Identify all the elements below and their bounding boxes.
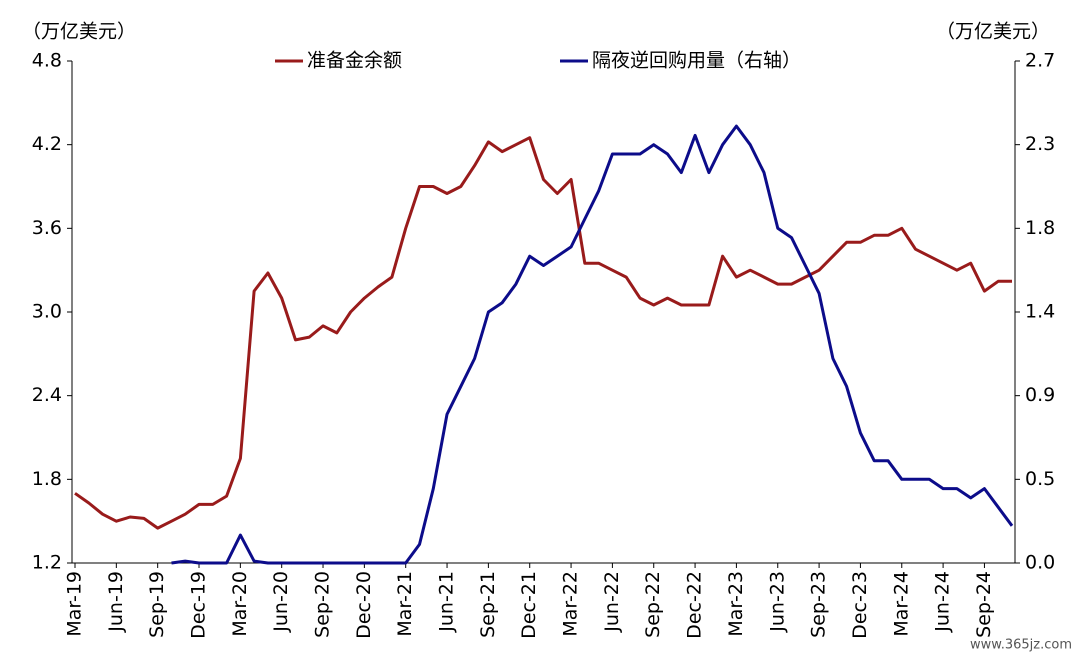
y2-axis-label: （万亿美元） xyxy=(936,21,1050,43)
series-line xyxy=(171,124,1014,565)
y-tick-label: 1.2 xyxy=(32,552,62,574)
x-tick-label: Mar-20 xyxy=(229,571,251,637)
x-tick-label: Sep-19 xyxy=(146,571,168,638)
x-tick-label: Dec-19 xyxy=(188,571,210,639)
legend-label: 准备金余额 xyxy=(307,50,402,72)
x-tick-label: Sep-24 xyxy=(973,571,995,638)
y-axis-label: （万亿美元） xyxy=(22,21,136,43)
y-tick-label: 1.8 xyxy=(32,468,62,490)
y2-tick-label: 0.5 xyxy=(1025,468,1055,490)
x-tick-label: Sep-21 xyxy=(477,571,499,638)
y-tick-label: 3.6 xyxy=(32,217,62,239)
y-tick-label: 4.8 xyxy=(32,50,62,72)
x-tick-label: Mar-21 xyxy=(394,571,416,637)
x-tick-label: Jun-22 xyxy=(601,571,623,633)
x-tick-label: Jun-19 xyxy=(105,571,127,633)
y-tick-label: 3.0 xyxy=(32,301,62,323)
watermark: www.365jz.com xyxy=(970,638,1072,653)
x-tick-label: Dec-22 xyxy=(684,571,706,639)
y2-tick-label: 1.4 xyxy=(1025,301,1055,323)
y2-tick-label: 0.0 xyxy=(1025,552,1055,574)
x-tick-label: Sep-23 xyxy=(808,571,830,638)
x-tick-label: Jun-24 xyxy=(932,571,954,633)
x-tick-label: Mar-19 xyxy=(64,571,86,637)
x-tick-label: Mar-22 xyxy=(560,571,582,637)
y2-tick-label: 0.9 xyxy=(1025,384,1055,406)
x-tick-label: Mar-24 xyxy=(890,571,912,637)
x-tick-label: Dec-23 xyxy=(849,571,871,639)
y2-tick-label: 1.8 xyxy=(1025,217,1055,239)
y2-tick-label: 2.3 xyxy=(1025,133,1055,155)
x-tick-label: Dec-20 xyxy=(353,571,375,639)
x-tick-label: Jun-20 xyxy=(270,571,292,633)
x-tick-label: Mar-23 xyxy=(725,571,747,637)
x-tick-label: Jun-23 xyxy=(766,571,788,633)
x-tick-label: Jun-21 xyxy=(436,571,458,633)
x-tick-label: Sep-22 xyxy=(642,571,664,638)
series-line xyxy=(74,136,1012,530)
x-tick-label: Sep-20 xyxy=(312,571,334,638)
y2-tick-label: 2.7 xyxy=(1025,50,1055,72)
x-tick-label: Dec-21 xyxy=(518,571,540,639)
y-tick-label: 2.4 xyxy=(32,384,62,406)
legend-label: 隔夜逆回购用量（右轴） xyxy=(592,50,801,72)
y-tick-label: 4.2 xyxy=(32,133,62,155)
